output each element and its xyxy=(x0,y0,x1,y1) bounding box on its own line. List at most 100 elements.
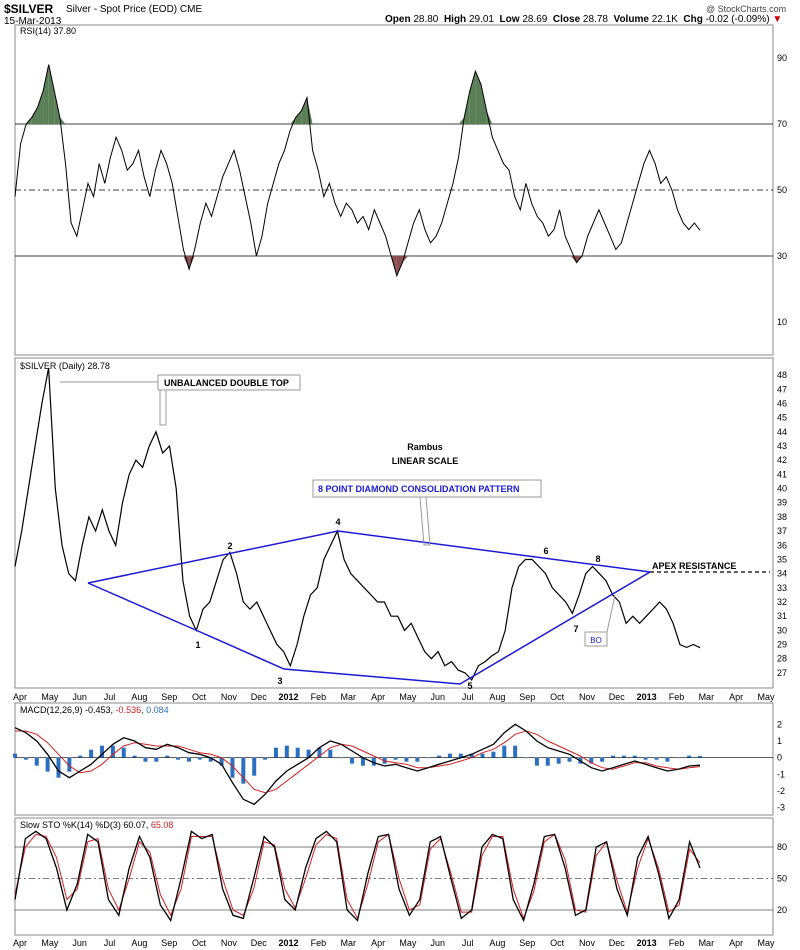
macd-histogram-bar xyxy=(611,755,616,758)
symbol-description: Silver - Spot Price (EOD) CME xyxy=(66,4,203,15)
callout-pointer xyxy=(606,594,616,633)
macd-signal-line xyxy=(15,730,701,794)
macd-histogram-bar xyxy=(654,757,659,760)
macd-tick-label: 0 xyxy=(777,753,782,763)
macd-panel-frame xyxy=(14,702,774,816)
macd-line xyxy=(14,723,701,806)
rsi-overbought-fill xyxy=(475,71,482,124)
macd-histogram-bar xyxy=(143,757,148,762)
price-tick-label: 44 xyxy=(777,427,787,437)
price-tick-label: 32 xyxy=(777,597,787,607)
rsi-oversold-fill xyxy=(396,256,403,276)
price-x-tick-label: Oct xyxy=(550,692,565,702)
sto-x-tick-label: Apr xyxy=(371,938,385,948)
macd-histogram-bar xyxy=(589,757,594,764)
price-tick-label: 36 xyxy=(777,540,787,550)
macd-histogram-bar xyxy=(393,757,398,760)
macd-histogram-bar xyxy=(241,757,246,784)
rsi-overbought-fill xyxy=(290,117,296,124)
macd-histogram-bar xyxy=(317,747,322,758)
price-tick-label: 39 xyxy=(777,498,787,508)
rsi-tick-label: 90 xyxy=(777,53,787,63)
price-x-tick-label: Oct xyxy=(192,692,207,702)
price-tick-label: 30 xyxy=(777,625,787,635)
sto-x-tick-label: Feb xyxy=(311,938,327,948)
sto-tick-label: 50 xyxy=(777,874,787,884)
pivot-label: 6 xyxy=(543,546,548,556)
sto-x-tick-label: 2013 xyxy=(637,938,657,948)
price-tick-label: 47 xyxy=(777,384,787,394)
rsi-oversold-fill xyxy=(189,256,195,270)
macd-tick-label: 2 xyxy=(777,719,782,729)
annotation-author: Rambus xyxy=(407,442,443,452)
macd-histogram-bar xyxy=(284,745,289,758)
macd-histogram-bar xyxy=(132,755,137,758)
macd-histogram-bar xyxy=(491,751,496,758)
sto-x-tick-label: Apr xyxy=(13,938,27,948)
rsi-tick-label: 10 xyxy=(777,317,787,327)
rsi-overbought-fill xyxy=(301,97,307,124)
price-x-tick-label: Nov xyxy=(579,692,596,702)
macd-histogram-bar xyxy=(513,745,518,758)
sto-x-tick-label: Dec xyxy=(609,938,626,948)
price-x-tick-label: May xyxy=(757,692,775,702)
sto-tick-label: 80 xyxy=(777,842,787,852)
macd-histogram-bar xyxy=(621,755,626,758)
sto-x-tick-label: Jun xyxy=(72,938,87,948)
price-tick-label: 38 xyxy=(777,512,787,522)
sto-x-tick-label: May xyxy=(41,938,59,948)
price-x-tick-label: Apr xyxy=(729,692,743,702)
rsi-legend: RSI(14) 37.80 xyxy=(20,26,76,36)
sto-x-tick-label: Nov xyxy=(579,938,596,948)
sto-x-tick-label: May xyxy=(399,938,417,948)
macd-histogram-bar xyxy=(78,755,83,758)
macd-histogram-bar xyxy=(154,757,159,762)
macd-histogram-bar xyxy=(556,757,561,764)
price-tick-label: 28 xyxy=(777,654,787,664)
macd-histogram-bar xyxy=(687,755,692,758)
sto-x-tick-label: Sep xyxy=(161,938,177,948)
price-x-tick-label: May xyxy=(399,692,417,702)
price-x-tick-label: Jun xyxy=(431,692,446,702)
sto-x-tick-label: Feb xyxy=(669,938,685,948)
price-line xyxy=(14,367,701,682)
price-tick-label: 29 xyxy=(777,640,787,650)
sto-panel-frame xyxy=(14,817,774,936)
sto-x-tick-label: Jul xyxy=(104,938,116,948)
price-tick-label: 48 xyxy=(777,370,787,380)
callout-diamond: 8 POINT DIAMOND CONSOLIDATION PATTERN xyxy=(318,484,520,494)
rsi-overbought-fill xyxy=(469,71,476,124)
price-x-tick-label: Mar xyxy=(340,692,356,702)
sto-x-tick-label: Nov xyxy=(221,938,238,948)
macd-histogram-bar xyxy=(13,753,17,758)
rsi-overbought-fill xyxy=(48,64,55,124)
callout-pointer xyxy=(159,390,167,426)
macd-histogram-bar xyxy=(600,757,605,762)
rsi-overbought-fill xyxy=(59,117,66,124)
macd-tick-label: 1 xyxy=(777,736,782,746)
macd-histogram-bar xyxy=(469,753,474,758)
macd-histogram-bar xyxy=(23,757,28,760)
macd-histogram-bar xyxy=(426,757,431,759)
macd-histogram-bar xyxy=(534,757,539,766)
price-legend: $SILVER (Daily) 28.78 xyxy=(20,361,110,371)
diamond-lower-line xyxy=(87,571,651,685)
price-tick-label: 40 xyxy=(777,484,787,494)
macd-histogram-bar xyxy=(197,757,202,760)
pivot-label: 7 xyxy=(573,624,578,634)
macd-histogram-bar xyxy=(219,757,224,766)
sto-x-tick-label: Mar xyxy=(699,938,715,948)
macd-legend: MACD(12,26,9) -0.453, -0.536, 0.084 xyxy=(20,705,169,715)
sto-k-line xyxy=(14,830,701,923)
price-tick-label: 37 xyxy=(777,526,787,536)
pivot-label: 5 xyxy=(467,681,472,691)
rsi-oversold-fill xyxy=(570,256,577,263)
macd-histogram-bar xyxy=(643,757,648,760)
macd-histogram-bar xyxy=(67,757,72,772)
macd-histogram-bar xyxy=(273,747,278,758)
rsi-overbought-fill xyxy=(31,107,38,124)
price-tick-label: 45 xyxy=(777,413,787,423)
rsi-tick-label: 30 xyxy=(777,251,787,261)
macd-histogram-bar xyxy=(665,757,670,762)
price-x-tick-label: Feb xyxy=(311,692,327,702)
